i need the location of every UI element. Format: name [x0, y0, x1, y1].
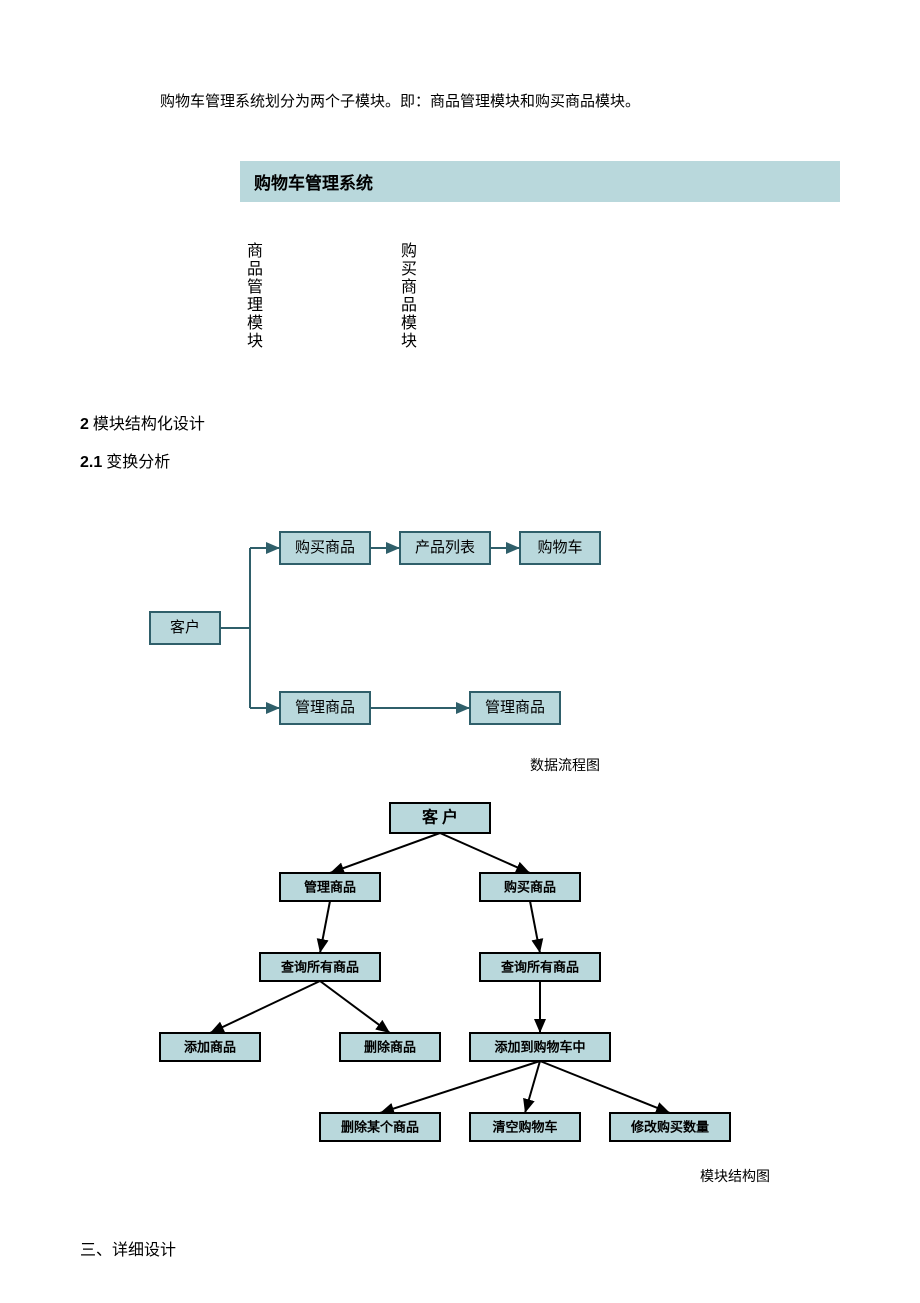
svg-text:购买商品: 购买商品: [504, 880, 556, 895]
section-21-title: 变换分析: [102, 454, 170, 471]
svg-text:查询所有商品: 查询所有商品: [500, 960, 579, 975]
svg-text:管理商品: 管理商品: [295, 699, 355, 716]
section-2-heading: 2 模块结构化设计: [80, 410, 840, 434]
svg-text:客 户: 客 户: [422, 808, 458, 827]
svg-text:购买商品: 购买商品: [295, 539, 355, 556]
dataflow-diagram: 客户 购买商品 产品列表 购物车管理商品 管理商品: [120, 502, 840, 747]
svg-text:查询所有商品: 查询所有商品: [280, 960, 359, 975]
intro-text: 购物车管理系统划分为两个子模块。即：商品管理模块和购买商品模块。: [160, 90, 840, 111]
module-left-label: 商品管理模块: [240, 242, 264, 350]
svg-text:清空购物车: 清空购物车: [492, 1120, 557, 1135]
section-21-num: 2.1: [80, 454, 102, 471]
diagram1-caption: 数据流程图: [530, 755, 840, 775]
module-split: 商品管理模块 购买商品模块: [240, 242, 840, 350]
module-structure-diagram: 客 户管理商品 购买商品查询所有商品 查询所有商品添加商品 删除商品 添加到购物车中删除…: [140, 793, 840, 1216]
svg-text:添加商品: 添加商品: [184, 1040, 236, 1055]
diagram2-caption: 模块结构图: [700, 1166, 770, 1186]
svg-text:删除某个商品: 删除某个商品: [341, 1120, 419, 1135]
svg-text:删除商品: 删除商品: [364, 1040, 416, 1055]
svg-text:管理商品: 管理商品: [485, 699, 545, 716]
section-2-num: 2: [80, 416, 89, 433]
svg-text:修改购买数量: 修改购买数量: [630, 1120, 709, 1135]
section-21-heading: 2.1 变换分析: [80, 448, 840, 472]
section-2-title: 模块结构化设计: [89, 416, 205, 433]
svg-text:产品列表: 产品列表: [415, 539, 475, 556]
module-right-label: 购买商品模块: [394, 242, 418, 350]
svg-text:添加到购物车中: 添加到购物车中: [494, 1040, 585, 1055]
system-banner: 购物车管理系统: [240, 161, 840, 202]
svg-text:客户: 客户: [170, 619, 200, 636]
svg-text:购物车: 购物车: [537, 539, 582, 556]
svg-text:管理商品: 管理商品: [304, 880, 356, 895]
section-3-heading: 三、详细设计: [80, 1236, 840, 1260]
